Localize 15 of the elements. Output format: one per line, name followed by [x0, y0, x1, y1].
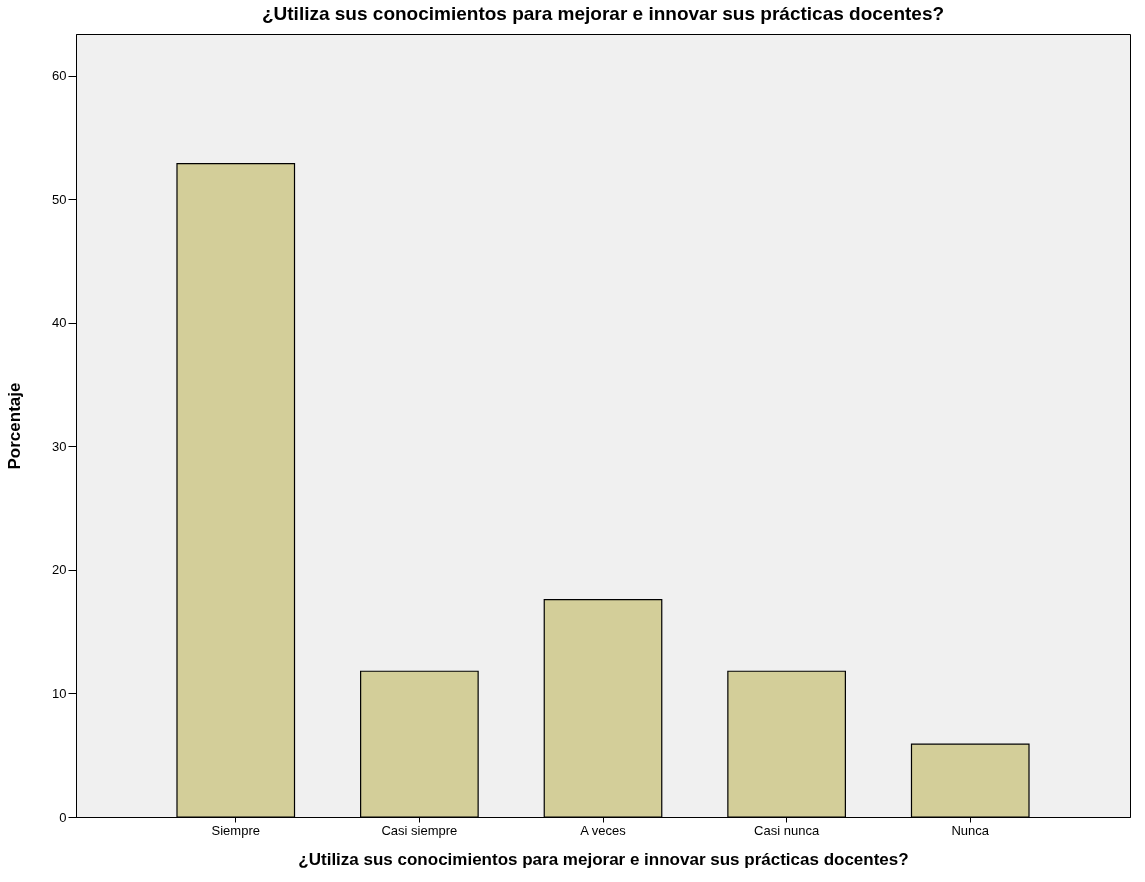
x-tick-label: Siempre	[211, 822, 260, 838]
x-tick-label: A veces	[580, 822, 627, 838]
y-tick-label: 30	[52, 439, 67, 454]
y-tick-label: 10	[52, 686, 67, 701]
chart-title: ¿Utiliza sus conocimientos para mejorar e innovar sus prácticas docentes?	[261, 3, 945, 24]
y-tick-label: 60	[52, 68, 67, 84]
x-axis-title: ¿Utiliza sus conocimientos para mejorar e innovar sus prácticas docentes?	[298, 849, 909, 869]
x-tick-label: Casi siempre	[381, 822, 458, 838]
y-tick-label: 50	[52, 191, 67, 207]
y-axis-title: Porcentaje	[5, 382, 25, 470]
y-tick-label: 0	[59, 809, 67, 825]
y-tick-label: 20	[52, 562, 67, 578]
x-tick-label: Casi nunca	[754, 822, 820, 838]
y-tick-label: 40	[52, 315, 67, 331]
x-tick-label: Nunca	[951, 822, 990, 838]
